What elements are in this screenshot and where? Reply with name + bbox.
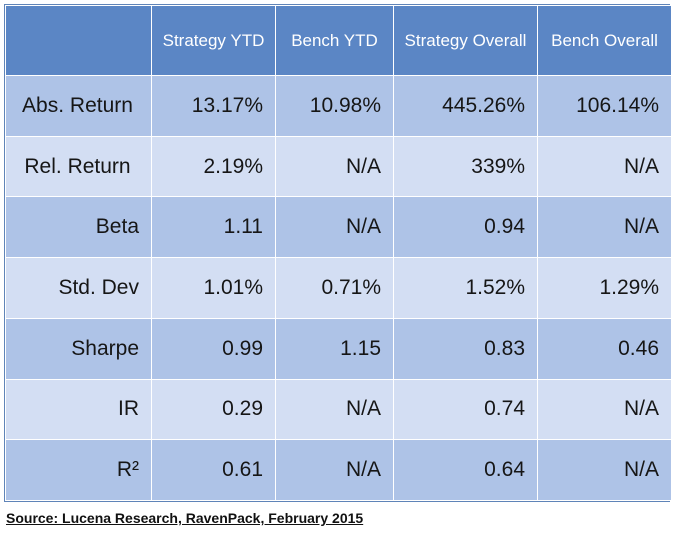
- table-cell: N/A: [275, 135, 394, 198]
- header-cell-corner: [5, 5, 152, 76]
- row-label-rel-return: Rel. Return: [5, 135, 152, 198]
- table-cell: N/A: [537, 378, 672, 441]
- header-row: Strategy YTD Bench YTD Strategy Overall …: [5, 5, 672, 76]
- table-cell: 0.46: [537, 317, 672, 380]
- table-cell: N/A: [275, 439, 394, 501]
- source-note: Source: Lucena Research, RavenPack, Febr…: [6, 510, 364, 526]
- table-cell: N/A: [275, 378, 394, 441]
- table-cell: 13.17%: [151, 75, 276, 137]
- table-cell: N/A: [537, 196, 672, 259]
- table-cell: 339%: [393, 135, 538, 198]
- header-cell-bench-ytd: Bench YTD: [275, 5, 394, 76]
- table-cell: 1.52%: [393, 257, 538, 319]
- table-cell: 0.83: [393, 317, 538, 380]
- table-row: Std. Dev 1.01% 0.71% 1.52% 1.29%: [5, 257, 672, 319]
- performance-table-grid: Strategy YTD Bench YTD Strategy Overall …: [5, 5, 672, 501]
- table-cell: 0.74: [393, 378, 538, 441]
- table-cell: 106.14%: [537, 75, 672, 137]
- header-cell-bench-overall: Bench Overall: [537, 5, 672, 76]
- table-cell: N/A: [537, 135, 672, 198]
- table-cell: 1.15: [275, 317, 394, 380]
- table-cell: 1.01%: [151, 257, 276, 319]
- row-label-ir: IR: [5, 378, 152, 441]
- table-row: R² 0.61 N/A 0.64 N/A: [5, 439, 672, 501]
- table-cell: 1.29%: [537, 257, 672, 319]
- table-cell: N/A: [537, 439, 672, 501]
- table-cell: N/A: [275, 196, 394, 259]
- row-label-r-squared: R²: [5, 439, 152, 501]
- header-cell-strategy-overall: Strategy Overall: [393, 5, 538, 76]
- row-label-std-dev: Std. Dev: [5, 257, 152, 319]
- table-cell: 0.64: [393, 439, 538, 501]
- row-label-sharpe: Sharpe: [5, 317, 152, 380]
- table-row: Sharpe 0.99 1.15 0.83 0.46: [5, 317, 672, 380]
- table-row: IR 0.29 N/A 0.74 N/A: [5, 378, 672, 441]
- table-cell: 0.71%: [275, 257, 394, 319]
- header-cell-strategy-ytd: Strategy YTD: [151, 5, 276, 76]
- table-row: Abs. Return 13.17% 10.98% 445.26% 106.14…: [5, 75, 672, 137]
- table-cell: 2.19%: [151, 135, 276, 198]
- row-label-abs-return: Abs. Return: [5, 75, 152, 137]
- table-cell: 0.99: [151, 317, 276, 380]
- performance-table: Strategy YTD Bench YTD Strategy Overall …: [4, 4, 672, 502]
- row-label-beta: Beta: [5, 196, 152, 259]
- table-cell: 445.26%: [393, 75, 538, 137]
- table-row: Beta 1.11 N/A 0.94 N/A: [5, 196, 672, 259]
- table-cell: 1.11: [151, 196, 276, 259]
- table-row: Rel. Return 2.19% N/A 339% N/A: [5, 135, 672, 198]
- table-cell: 10.98%: [275, 75, 394, 137]
- table-cell: 0.94: [393, 196, 538, 259]
- table-cell: 0.61: [151, 439, 276, 501]
- table-cell: 0.29: [151, 378, 276, 441]
